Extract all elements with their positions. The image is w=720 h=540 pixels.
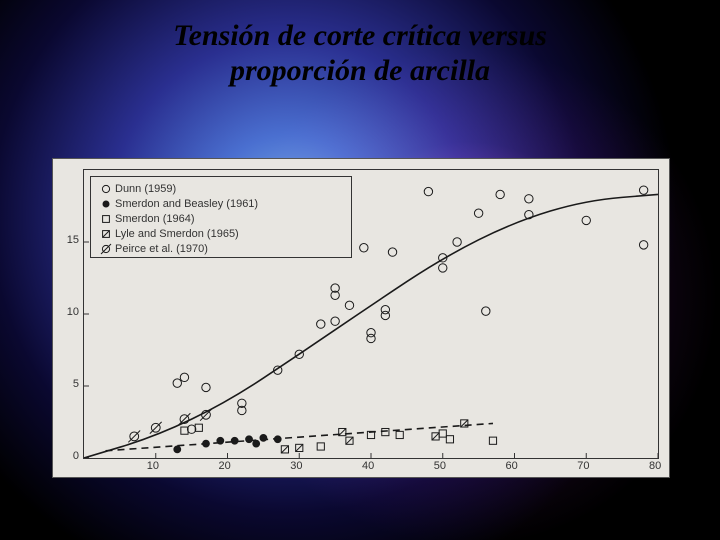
legend-item: Dunn (1959) bbox=[97, 181, 345, 196]
title-line-2: proporción de arcilla bbox=[230, 54, 490, 87]
legend-box: Dunn (1959) Smerdon and Beasley (1961) Sme… bbox=[90, 176, 352, 258]
y-tick-label: 15 bbox=[67, 234, 79, 246]
legend-marker-icon bbox=[97, 242, 115, 256]
plot-area: Dunn (1959) Smerdon and Beasley (1961) Sme… bbox=[83, 169, 659, 459]
y-tick-label: 10 bbox=[67, 306, 79, 318]
legend-marker-icon bbox=[97, 227, 115, 241]
x-tick-label: 50 bbox=[434, 460, 446, 472]
legend-item: Peirce et al. (1970) bbox=[97, 241, 345, 256]
y-tick-label: 0 bbox=[73, 450, 79, 462]
y-tick-label: 5 bbox=[73, 378, 79, 390]
legend-label: Lyle and Smerdon (1965) bbox=[115, 228, 239, 240]
legend-item: Smerdon (1964) bbox=[97, 211, 345, 226]
legend-label: Peirce et al. (1970) bbox=[115, 243, 208, 255]
slide-root: Tensión de corte crítica versus proporci… bbox=[0, 0, 720, 540]
legend-label: Smerdon and Beasley (1961) bbox=[115, 198, 258, 210]
x-tick-label: 40 bbox=[362, 460, 374, 472]
x-tick-label: 10 bbox=[147, 460, 159, 472]
legend-item: Lyle and Smerdon (1965) bbox=[97, 226, 345, 241]
x-tick-label: 80 bbox=[649, 460, 661, 472]
legend-label: Smerdon (1964) bbox=[115, 213, 195, 225]
x-tick-label: 70 bbox=[577, 460, 589, 472]
legend-marker-icon bbox=[97, 197, 115, 211]
legend-label: Dunn (1959) bbox=[115, 183, 176, 195]
x-tick-label: 30 bbox=[290, 460, 302, 472]
x-tick-label: 60 bbox=[506, 460, 518, 472]
legend-marker-icon bbox=[97, 182, 115, 196]
x-tick-label: 20 bbox=[219, 460, 231, 472]
legend-marker-icon bbox=[97, 212, 115, 226]
slide-title: Tensión de corte crítica versus proporci… bbox=[0, 18, 720, 89]
title-line-1: Tensión de corte crítica versus bbox=[173, 19, 547, 52]
legend-item: Smerdon and Beasley (1961) bbox=[97, 196, 345, 211]
chart-container: Dunn (1959) Smerdon and Beasley (1961) Sme… bbox=[52, 158, 670, 478]
